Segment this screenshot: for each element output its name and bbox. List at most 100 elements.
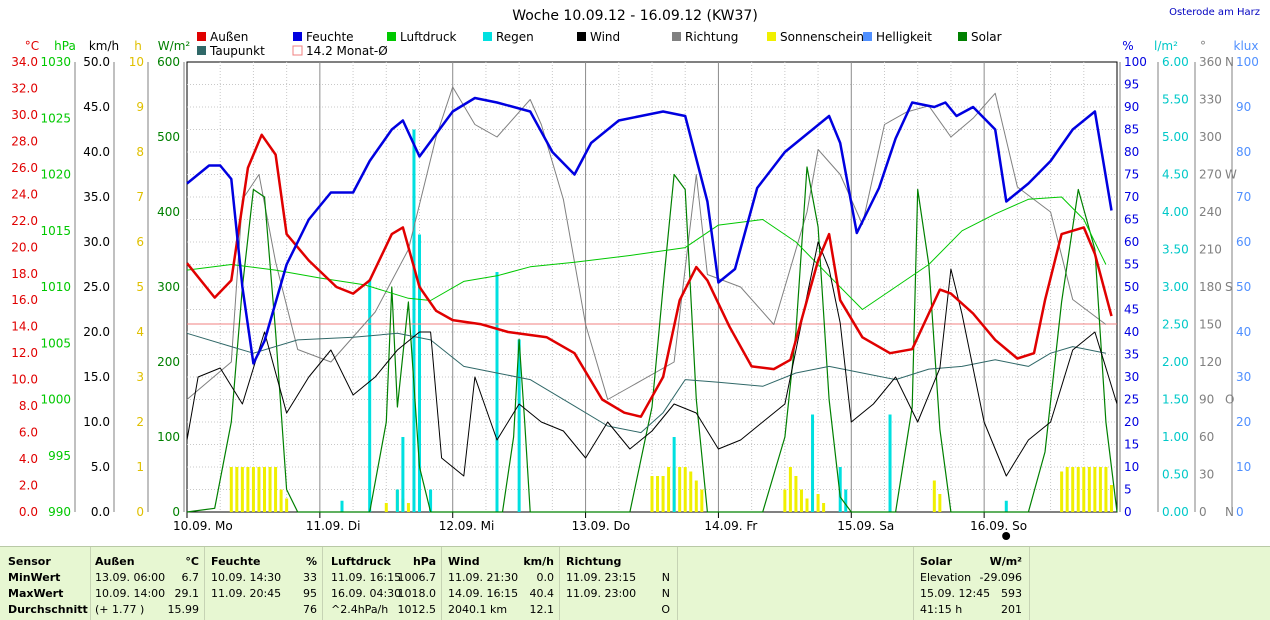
axis-tick-label: 40 [1124, 325, 1139, 339]
sunshine-bar [788, 467, 792, 512]
x-tick-label: 11.09. Di [306, 519, 361, 533]
sunshine-bar [285, 498, 289, 512]
axis-tick-label: 10.0 [11, 373, 38, 387]
stats-date: ^2.4hPa/h [331, 603, 389, 616]
axis-tick-label: 100 [1124, 55, 1147, 69]
legend-swatch [767, 32, 776, 41]
axis-unit: W/m² [158, 39, 191, 53]
axis-tick-label: 1010 [40, 280, 71, 294]
sunshine-bar [1060, 471, 1064, 512]
sunshine-bar [799, 489, 803, 512]
axis-tick-label: 5.0 [91, 460, 110, 474]
axis-tick-label: 1020 [40, 168, 71, 182]
stats-date: 11.09. 16:15 [331, 571, 402, 584]
axis-tick-label: 10 [129, 55, 144, 69]
stats-date: 16.09. 04:30 [331, 587, 402, 600]
stats-value: 201 [1001, 603, 1022, 616]
sunshine-bar [1087, 467, 1091, 512]
stats-col-richtung: Richtung 11.09. 23:15 N 11.09. 23:00 N O [559, 547, 678, 620]
series-line-wind [186, 241, 1118, 477]
axis-tick-label: 1005 [40, 336, 71, 350]
axis-tick-label: 6.0 [19, 426, 38, 440]
series-line-außen [186, 133, 1113, 418]
stats-value: 12.1 [529, 603, 555, 616]
legend-label: Außen [210, 30, 248, 44]
sunshine-bar [661, 476, 665, 512]
axis-tick-label: 4.0 [19, 452, 38, 466]
stats-value: N [661, 587, 670, 600]
stats-date: 11.09. 20:45 [211, 587, 282, 600]
series-line-richtung [186, 86, 1107, 400]
axis-tick-label: 4.00 [1162, 205, 1189, 219]
legend-swatch [483, 32, 492, 41]
axis-tick-label: 4 [136, 325, 144, 339]
axis-tick-label: 85 [1124, 123, 1139, 137]
stats-date: 13.09. 06:00 [95, 571, 166, 584]
sunshine-bar [1093, 467, 1097, 512]
stats-value: 95 [303, 587, 317, 600]
axis-tick-label: 22.0 [11, 214, 38, 228]
sunshine-bar [794, 476, 798, 512]
axis-tick-label: 200 [157, 355, 180, 369]
stats-header: Richtung [566, 555, 622, 568]
legend-label: Regen [496, 30, 534, 44]
legend-item: Wind [577, 30, 620, 44]
stats-unit: km/h [523, 555, 554, 568]
sunshine-bar [805, 498, 809, 512]
sunshine-bar [822, 503, 826, 512]
axis-tick-label: 34.0 [11, 55, 38, 69]
x-tick-label: 15.09. Sa [837, 519, 894, 533]
axis-tick-label: 600 [157, 55, 180, 69]
axis-tick-label: 1.00 [1162, 430, 1189, 444]
right-axis: %100959085807570656055504540353025201510… [1119, 39, 1147, 519]
stats-col-feuchte: Feuchte % 10.09. 14:30 33 11.09. 20:45 9… [204, 547, 323, 620]
axis-tick-label: 95 [1124, 78, 1139, 92]
axis-tick-label: 50 [1124, 280, 1139, 294]
axis-tick-label: 35 [1124, 348, 1139, 362]
axis-tick-label: 4.50 [1162, 168, 1189, 182]
axis-tick-label: 60 [1124, 235, 1139, 249]
axis-direction-label: N [1225, 55, 1234, 69]
axis-tick-label: 300 [157, 280, 180, 294]
stats-date: 11.09. 23:00 [566, 587, 637, 600]
axis-tick-label: 30 [1199, 468, 1214, 482]
x-tick-label: 16.09. So [970, 519, 1027, 533]
stats-header: Luftdruck [331, 555, 391, 568]
axis-tick-label: 45.0 [83, 100, 110, 114]
axis-tick-label: 75 [1124, 168, 1139, 182]
axis-tick-label: 0.50 [1162, 468, 1189, 482]
rain-bar [495, 272, 499, 512]
axis-tick-label: 2 [136, 415, 144, 429]
axis-tick-label: 990 [48, 505, 71, 519]
rain-bar [672, 437, 676, 512]
legend-item: Feuchte [293, 30, 354, 44]
axis-direction-label: N [1225, 505, 1234, 519]
sunshine-bar [656, 476, 660, 512]
legend-swatch [292, 45, 303, 56]
axis-tick-label: 20 [1236, 415, 1251, 429]
sunshine-bar [938, 494, 942, 512]
axis-tick-label: 1025 [40, 111, 71, 125]
left-axis: °C 34.0 32.0 30.0 28.0 26.0 24.0 22.0 20.0 18.0 16… [11, 39, 39, 519]
x-tick-label: 14.09. Fr [704, 519, 757, 533]
rain-bar [418, 234, 421, 512]
legend-item: Solar [958, 30, 1002, 44]
axis-tick-label: 0 [172, 505, 180, 519]
axis-tick-label: 300 [1199, 130, 1222, 144]
stats-value: O [661, 603, 670, 616]
axis-direction-label: W [1225, 168, 1237, 182]
axis-tick-label: 70 [1124, 190, 1139, 204]
axis-tick-label: 210 [1199, 243, 1222, 257]
left-axis: W/m² 600 500 400 300 200 100 0 [157, 39, 190, 519]
legend-swatch [577, 32, 586, 41]
stats-col-wind: Wind km/h 11.09. 21:30 0.0 14.09. 16:15 … [441, 547, 560, 620]
stats-row-label: Durchschnitt [8, 603, 88, 616]
legend-label: Sonnenschein [780, 30, 864, 44]
sunshine-bar [229, 467, 233, 512]
legend-swatch [672, 32, 681, 41]
legend-swatch [197, 46, 206, 55]
axis-tick-label: 1 [136, 460, 144, 474]
legend-swatch [197, 32, 206, 41]
